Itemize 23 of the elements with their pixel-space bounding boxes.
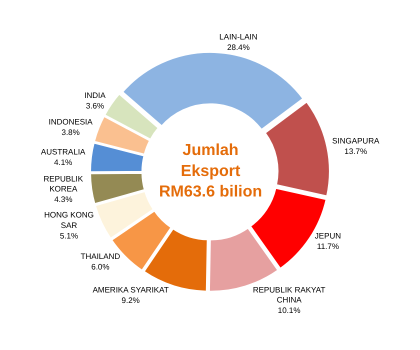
slice-label: SINGAPURA bbox=[332, 136, 380, 146]
slice-label: AUSTRALIA bbox=[40, 147, 86, 156]
slice-label: INDONESIA bbox=[48, 118, 94, 127]
data-label: 10.1% bbox=[278, 306, 300, 316]
data-label: 5.1% bbox=[60, 231, 78, 240]
data-label: 3.6% bbox=[86, 101, 104, 110]
slice-label: JEPUN bbox=[314, 232, 342, 241]
slice-label: REPUBLIK RAKYAT CHINA bbox=[252, 285, 326, 305]
data-label: 3.8% bbox=[61, 128, 80, 137]
slice-label: INDIA bbox=[84, 91, 106, 100]
text: Jumlah Eksport RM63.6 bilion bbox=[159, 142, 262, 201]
data-label: 9.2% bbox=[122, 296, 140, 305]
slice-label: LAIN-LAIN bbox=[219, 32, 258, 42]
slice-label: HONG KONG SAR bbox=[44, 210, 94, 230]
slice-label: AMERIKA SYARIKAT bbox=[92, 285, 169, 294]
data-label: 13.7% bbox=[344, 147, 368, 156]
data-label: 11.7% bbox=[316, 242, 339, 252]
data-label: 28.4% bbox=[227, 42, 250, 52]
data-label: 6.0% bbox=[91, 262, 110, 272]
slice-label: THAILAND bbox=[80, 252, 120, 261]
data-label: 4.3% bbox=[54, 195, 72, 204]
data-label: 4.1% bbox=[54, 158, 72, 167]
slice-label: REPUBLIK KOREA bbox=[44, 174, 84, 194]
